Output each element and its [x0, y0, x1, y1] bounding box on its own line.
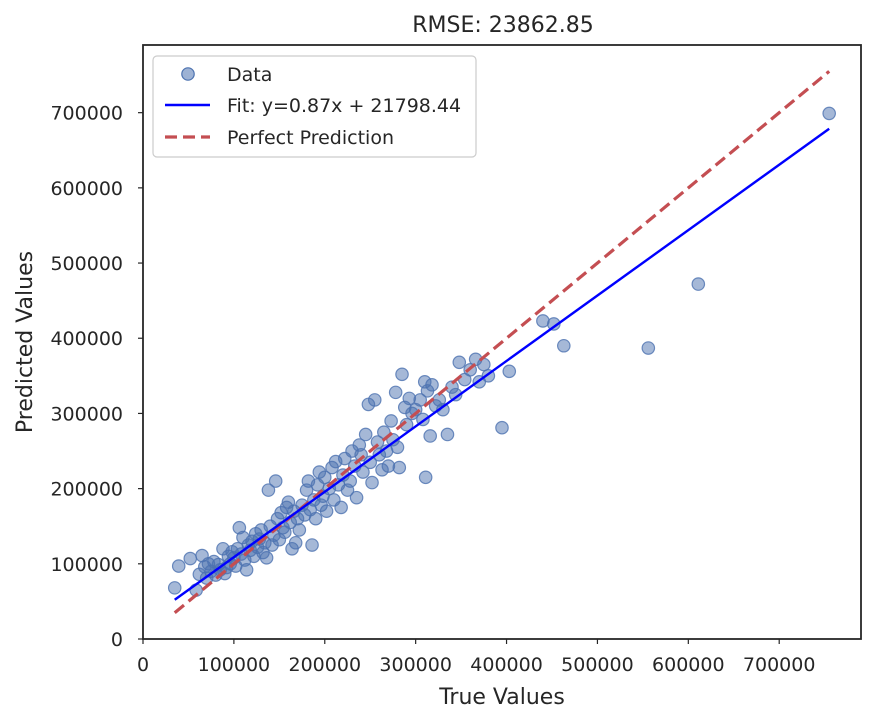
x-tick-label: 700000 [743, 654, 816, 676]
plot-frame [142, 44, 862, 640]
data-point [557, 338, 571, 353]
x-axis-ticks: 0 100000 200000 300000 400000 500000 600000 700… [137, 639, 816, 676]
y-axis-title: Predicted Values [13, 251, 38, 433]
data-point [395, 367, 409, 382]
data-point [365, 475, 379, 490]
data-point [292, 523, 307, 537]
legend-label-data: Data [227, 64, 272, 86]
y-tick-label: 600000 [50, 178, 123, 200]
data-point [261, 483, 276, 497]
legend-box [152, 55, 477, 158]
data-point [334, 500, 348, 515]
x-tick-label: 300000 [379, 654, 452, 676]
data-point [167, 581, 182, 595]
data-point [452, 355, 467, 370]
y-tick-label: 0 [111, 629, 123, 651]
y-tick-label: 300000 [50, 403, 123, 425]
data-point [288, 535, 303, 550]
data-point [259, 550, 274, 565]
y-tick-label: 200000 [50, 479, 123, 501]
data-point [356, 465, 370, 479]
x-tick-label: 200000 [289, 654, 362, 676]
data-point [413, 393, 428, 407]
data-point [390, 440, 405, 455]
legend-label-perfect: Perfect Prediction [227, 127, 394, 149]
data-point [239, 563, 254, 577]
data-point [440, 427, 455, 442]
data-point [367, 393, 382, 407]
x-tick-label: 400000 [470, 654, 543, 676]
data-point [477, 357, 491, 372]
legend: Data Fit: y=0.87x + 21798.44 Perfect Pre… [152, 55, 477, 158]
data-point [495, 420, 509, 435]
data-point [641, 341, 656, 355]
data-point [183, 551, 198, 566]
x-tick-label: 500000 [561, 654, 634, 676]
data-point [425, 378, 439, 392]
y-axis-ticks: 0 100000 200000 300000 400000 500000 600000 700… [50, 103, 143, 651]
x-tick-label: 600000 [652, 654, 725, 676]
perfect-prediction-line [173, 70, 831, 614]
y-tick-label: 100000 [50, 554, 123, 576]
y-tick-label: 700000 [50, 103, 123, 125]
data-point [388, 385, 403, 400]
data-point [384, 414, 398, 428]
data-point [317, 470, 332, 485]
data-point [691, 277, 706, 291]
y-tick-label: 400000 [50, 328, 123, 350]
data-point [436, 402, 450, 417]
data-point [319, 504, 334, 518]
data-point [305, 538, 319, 552]
x-tick-label: 100000 [198, 654, 271, 676]
data-point [448, 387, 463, 402]
x-axis-title: True Values [438, 685, 565, 710]
data-point [171, 559, 186, 573]
data-point [392, 460, 407, 475]
data-point [547, 317, 561, 331]
chart-title: RMSE: 23862.85 [412, 13, 594, 38]
data-point [423, 429, 437, 443]
x-tick-label: 0 [137, 654, 149, 676]
data-point [358, 427, 373, 442]
y-tick-label: 500000 [50, 253, 123, 275]
fit-line [174, 127, 830, 601]
data-point [349, 490, 364, 505]
data-point [268, 474, 283, 488]
legend-data-marker [181, 67, 195, 81]
data-point [822, 106, 836, 121]
legend-label-fit: Fit: y=0.87x + 21798.44 [227, 95, 461, 117]
data-point [308, 511, 323, 526]
data-point [370, 435, 385, 449]
data-point [502, 364, 517, 379]
data-point [418, 470, 433, 485]
